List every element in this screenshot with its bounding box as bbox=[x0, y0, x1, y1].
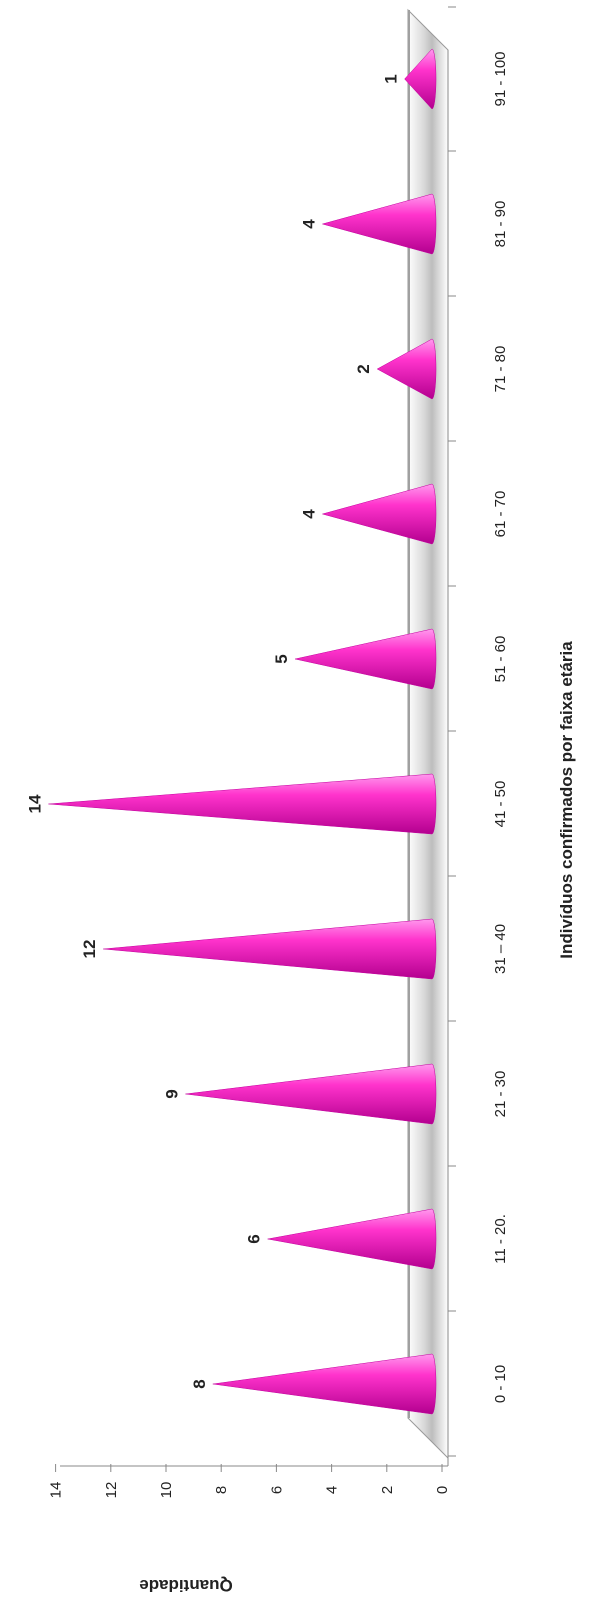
chart-floor-edge bbox=[408, 10, 410, 1418]
cone-bar bbox=[267, 1208, 437, 1270]
data-label: 12 bbox=[80, 940, 99, 959]
value-tick-label: 10 bbox=[158, 1482, 175, 1499]
category-label: 51 - 60 bbox=[492, 636, 509, 683]
data-labels: 8 6 9 12 14 5 4 2 4 1 bbox=[25, 74, 400, 1388]
category-label: 71 - 80 bbox=[492, 346, 509, 393]
data-label: 14 bbox=[25, 794, 44, 813]
category-label: 0 - 10 bbox=[492, 1365, 509, 1403]
data-label: 2 bbox=[354, 364, 373, 373]
cone-series bbox=[48, 48, 437, 1415]
value-tick-label: 8 bbox=[213, 1486, 230, 1494]
value-tick-label: 12 bbox=[103, 1482, 120, 1499]
data-label: 4 bbox=[299, 219, 318, 229]
value-tick-label: 0 bbox=[434, 1486, 451, 1494]
category-label: 31 – 40 bbox=[492, 924, 509, 974]
data-label: 5 bbox=[272, 654, 291, 663]
cone-bar bbox=[321, 483, 437, 545]
category-label: 41 - 50 bbox=[492, 781, 509, 828]
category-label: 81 - 90 bbox=[492, 201, 509, 248]
cone-bar bbox=[185, 1063, 437, 1125]
category-axis: 0 - 10 11 - 20. 21 - 30 31 – 40 41 - 50 51 - … bbox=[448, 6, 509, 1457]
category-label: 91 - 100 bbox=[492, 51, 509, 106]
cone-bar bbox=[294, 628, 437, 690]
value-tick-label: 2 bbox=[379, 1486, 396, 1494]
cone-bar bbox=[404, 48, 437, 110]
value-axis: 0 2 4 6 8 10 12 14 bbox=[48, 1464, 451, 1498]
data-label: 8 bbox=[190, 1379, 209, 1388]
cone-bar bbox=[103, 918, 437, 980]
y-axis-title: Quantidade bbox=[139, 1576, 233, 1595]
data-label: 1 bbox=[382, 74, 401, 83]
category-label: 21 - 30 bbox=[492, 1071, 509, 1118]
category-label: 11 - 20. bbox=[492, 1214, 509, 1264]
x-axis-title: Indivíduos confirmados por faixa etária bbox=[557, 641, 576, 959]
data-label: 9 bbox=[162, 1089, 181, 1098]
cone-bar bbox=[321, 193, 437, 255]
value-tick-label: 6 bbox=[268, 1486, 285, 1494]
cone-bar bbox=[376, 338, 437, 400]
value-tick-label: 4 bbox=[324, 1486, 341, 1494]
cone-bar bbox=[48, 773, 437, 835]
category-label: 61 - 70 bbox=[492, 491, 509, 538]
value-tick-label: 14 bbox=[48, 1482, 65, 1499]
data-label: 4 bbox=[299, 509, 318, 519]
data-label: 6 bbox=[245, 1234, 264, 1243]
cone-bar bbox=[212, 1353, 437, 1415]
